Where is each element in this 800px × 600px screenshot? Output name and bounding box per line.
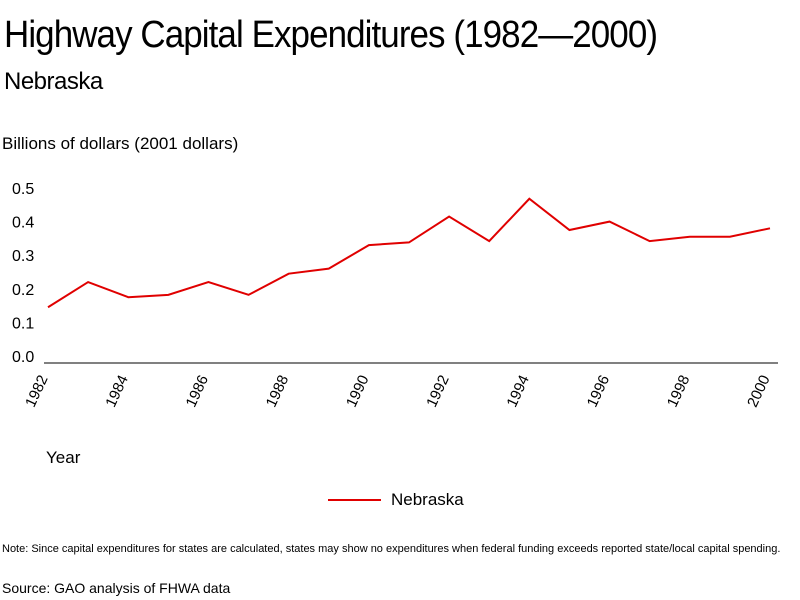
legend-label-nebraska: Nebraska [391,490,464,509]
x-tick-label: 1990 [343,373,373,410]
x-tick-label: 1986 [183,373,213,410]
y-tick-label: 0.5 [12,181,34,198]
series-line-nebraska [47,197,771,309]
x-tick-label: 1988 [263,373,293,410]
x-tick-label: 1982 [22,373,52,410]
y-tick-label: 0.4 [12,215,34,232]
chart-title: Highway Capital Expenditures (1982—2000) [4,14,658,56]
legend-swatch-nebraska [328,499,381,501]
y-axis-label: Billions of dollars (2001 dollars) [2,134,239,153]
x-tick-label: 1998 [664,373,694,410]
x-axis-label: Year [46,448,81,467]
x-tick-label: 1984 [102,373,132,410]
x-tick-label: 1994 [503,373,533,410]
footnote: Note: Since capital expenditures for sta… [2,543,781,555]
y-tick-label: 0.1 [12,315,34,332]
legend: Nebraska [328,490,464,510]
x-tick-label: 1992 [423,373,453,410]
y-tick-label: 0.2 [12,282,34,299]
y-tick-label: 0.3 [12,248,34,265]
x-tick-label: 1996 [584,373,614,410]
chart-subtitle: Nebraska [4,68,103,95]
x-tick-label: 2000 [744,373,774,410]
y-tick-label: 0.0 [12,349,34,366]
source-note: Source: GAO analysis of FHWA data [2,580,231,596]
